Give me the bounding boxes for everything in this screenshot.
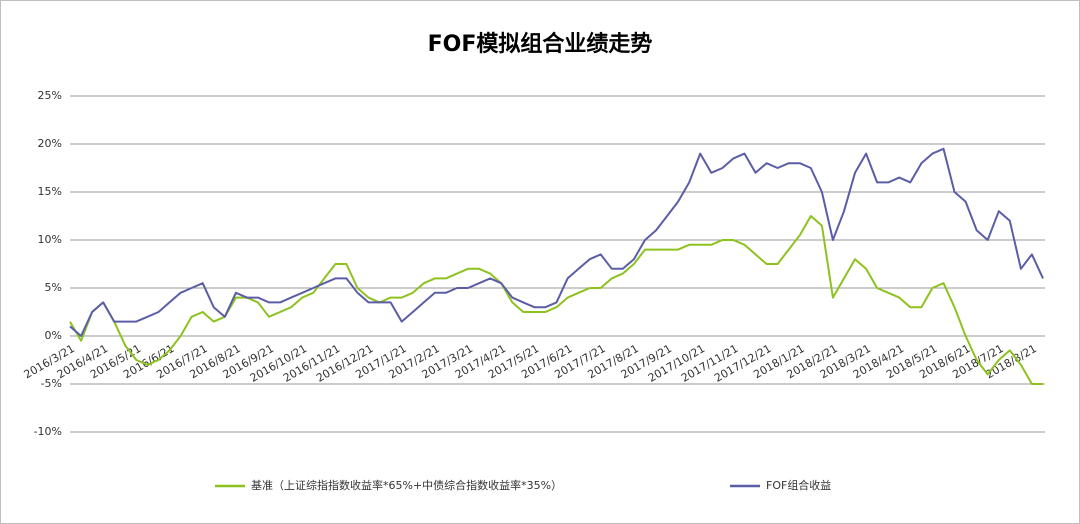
chart-title: FOF模拟组合业绩走势	[428, 31, 653, 57]
legend-label: 基准（上证综指指数收益率*65%+中债综合指数收益率*35%）	[251, 478, 562, 492]
y-tick-label: 5%	[45, 281, 62, 294]
y-tick-label: 15%	[38, 185, 62, 198]
y-tick-label: -10%	[34, 425, 62, 438]
legend-label: FOF组合收益	[766, 478, 831, 492]
y-tick-label: -5%	[41, 377, 62, 390]
y-tick-label: 25%	[38, 89, 62, 102]
series-line	[69, 147, 1044, 337]
y-tick-label: 20%	[38, 137, 62, 150]
series-line	[69, 215, 1043, 385]
y-tick-label: 10%	[38, 233, 62, 246]
y-tick-label: 0%	[45, 329, 62, 342]
